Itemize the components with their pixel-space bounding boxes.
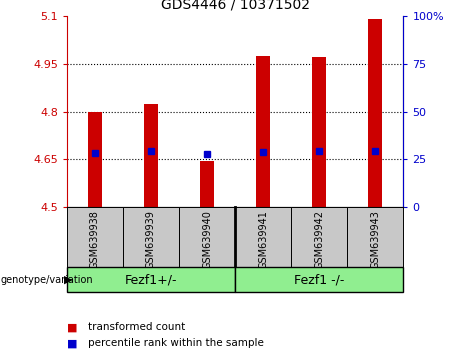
Text: ■: ■ bbox=[67, 322, 77, 332]
Bar bbox=[88, 112, 102, 207]
Bar bbox=[67, 207, 123, 267]
Bar bbox=[179, 207, 235, 267]
Text: GSM639940: GSM639940 bbox=[202, 210, 212, 269]
Text: GSM639941: GSM639941 bbox=[258, 210, 268, 269]
Text: Fezf1 -/-: Fezf1 -/- bbox=[294, 273, 344, 286]
Bar bbox=[312, 57, 326, 207]
Bar bbox=[123, 207, 179, 267]
Bar bbox=[347, 207, 403, 267]
Bar bbox=[291, 207, 347, 267]
Bar bbox=[368, 19, 382, 207]
Text: GSM639943: GSM639943 bbox=[370, 210, 380, 269]
Bar bbox=[235, 267, 403, 292]
Title: GDS4446 / 10371502: GDS4446 / 10371502 bbox=[160, 0, 310, 12]
Bar bbox=[256, 56, 270, 207]
Bar bbox=[235, 207, 291, 267]
Text: GSM639939: GSM639939 bbox=[146, 210, 156, 269]
Text: Fezf1+/-: Fezf1+/- bbox=[125, 273, 177, 286]
Text: GSM639938: GSM639938 bbox=[90, 210, 100, 269]
Text: GSM639942: GSM639942 bbox=[314, 210, 324, 269]
Text: genotype/variation: genotype/variation bbox=[1, 275, 94, 285]
Bar bbox=[144, 103, 158, 207]
Bar bbox=[67, 267, 235, 292]
Text: ▶: ▶ bbox=[64, 275, 72, 285]
Text: percentile rank within the sample: percentile rank within the sample bbox=[88, 338, 264, 348]
Text: transformed count: transformed count bbox=[88, 322, 185, 332]
Bar bbox=[200, 161, 214, 207]
Text: ■: ■ bbox=[67, 338, 77, 348]
